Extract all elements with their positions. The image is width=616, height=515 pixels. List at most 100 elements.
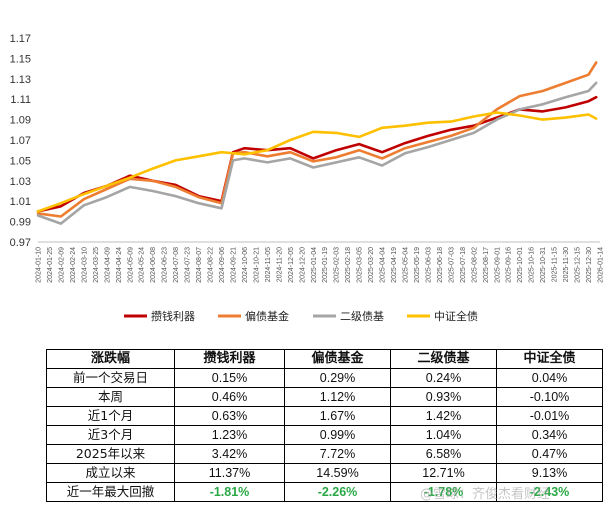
row-label: 近1个月 — [46, 406, 175, 426]
value-cell: 0.99% — [284, 425, 391, 445]
x-tick-label: 2024-05-24 — [139, 247, 146, 283]
value-cell: 0.93% — [390, 387, 497, 407]
x-tick-label: 2025-03-20 — [368, 247, 375, 283]
x-tick-label: 2025-10-01 — [517, 247, 524, 283]
x-tick-label: 2024-12-20 — [299, 247, 306, 283]
value-cell: 0.24% — [390, 368, 497, 388]
x-tick-label: 2024-10-21 — [253, 247, 260, 283]
x-tick-label: 2025-06-03 — [425, 247, 432, 283]
x-tick-label: 2025-08-02 — [471, 247, 478, 283]
value-cell: -1.78% — [390, 482, 497, 502]
value-cell: 14.59% — [284, 463, 391, 483]
performance-table: 涨跌幅 攒钱利器 偏债基金 二级债基 中证全债 前一个交易日 0.15% 0.29%… — [46, 349, 603, 502]
x-tick-label: 2025-07-03 — [448, 247, 455, 283]
x-tick-label: 2025-03-05 — [357, 247, 364, 283]
x-tick-label: 2024-10-06 — [242, 247, 249, 283]
x-tick-label: 2024-06-23 — [162, 247, 169, 283]
value-cell: 1.67% — [284, 406, 391, 426]
value-cell: -2.43% — [496, 482, 603, 502]
x-tick-label: 2024-11-05 — [265, 247, 272, 282]
x-tick-label: 2025-09-01 — [494, 247, 501, 283]
x-tick-label: 2025-11-30 — [563, 247, 570, 282]
legend-label-0: 攒钱利器 — [151, 309, 195, 323]
y-tick-label: 0.99 — [10, 217, 31, 229]
x-tick-label: 2024-07-23 — [185, 247, 192, 283]
value-cell: 1.04% — [390, 425, 497, 445]
header-metric: 涨跌幅 — [46, 349, 175, 369]
x-tick-label: 2024-04-09 — [104, 247, 111, 283]
series-lines — [36, 61, 598, 225]
x-tick-label: 2026-01-14 — [598, 247, 605, 283]
value-cell: 12.71% — [390, 463, 497, 483]
series-line-1 — [36, 61, 598, 218]
value-cell: 1.23% — [174, 425, 285, 445]
header-zanqian: 攒钱利器 — [174, 349, 285, 369]
row-label: 近一年最大回撤 — [46, 482, 175, 502]
x-tick-label: 2025-09-16 — [506, 247, 513, 283]
value-cell: 6.58% — [390, 444, 497, 464]
value-cell: 0.34% — [496, 425, 603, 445]
x-tick-label: 2025-01-19 — [322, 247, 329, 283]
x-tick-label: 2025-07-18 — [460, 247, 467, 283]
y-tick-label: 1.07 — [10, 135, 31, 147]
x-tick-label: 2025-06-18 — [437, 247, 444, 283]
value-cell: 1.12% — [284, 387, 391, 407]
x-axis: 2024-01-10 2024-01-25 2024-02-09 2024-02-24… — [36, 241, 605, 283]
x-tick-label: 2024-02-24 — [70, 247, 77, 283]
series-line-2 — [36, 81, 598, 225]
y-tick-label: 1.01 — [10, 196, 31, 208]
value-cell: 0.29% — [284, 368, 391, 388]
table-row: 本周 0.46% 1.12% 0.93% -0.10% — [46, 387, 603, 407]
series-line-3 — [36, 111, 598, 213]
x-tick-label: 2024-03-10 — [81, 247, 88, 283]
row-label: 2025年以来 — [46, 444, 175, 464]
row-label: 成立以来 — [46, 463, 175, 483]
x-tick-label: 2024-07-08 — [173, 247, 180, 283]
row-label: 近3个月 — [46, 425, 175, 445]
value-cell: 0.63% — [174, 406, 285, 426]
x-tick-label: 2024-11-20 — [276, 247, 283, 282]
x-tick-label: 2025-05-19 — [414, 247, 421, 283]
legend-label-1: 偏债基金 — [245, 309, 289, 323]
x-tick-label: 2025-04-19 — [391, 247, 398, 283]
y-tick-label: 1.15 — [10, 53, 31, 65]
x-tick-label: 2024-12-05 — [288, 247, 295, 283]
y-tick-label: 1.11 — [10, 94, 31, 106]
value-cell: 1.42% — [390, 406, 497, 426]
value-cell: 3.42% — [174, 444, 285, 464]
header-pianzhai: 偏债基金 — [284, 349, 391, 369]
y-tick-label: 1.03 — [10, 176, 31, 188]
x-tick-label: 2025-12-30 — [586, 247, 593, 283]
x-tick-label: 2024-08-07 — [196, 247, 203, 283]
x-tick-label: 2025-02-03 — [334, 247, 341, 283]
watermark: @雪球：齐俊杰看财经 — [420, 487, 551, 502]
x-tick-label: 2025-11-15 — [552, 247, 559, 282]
y-tick-label: 1.09 — [10, 115, 31, 127]
table-header-row: 涨跌幅 攒钱利器 偏债基金 二级债基 中证全债 — [46, 349, 603, 369]
value-cell: -2.26% — [284, 482, 391, 502]
x-tick-label: 2024-08-22 — [208, 247, 215, 283]
value-cell: 0.46% — [174, 387, 285, 407]
y-tick-label: 1.13 — [10, 74, 31, 86]
value-cell: 0.04% — [496, 368, 603, 388]
performance-line-chart: 0.97 0.99 1.01 1.03 1.05 1.07 1.09 1.11 1.13 1.15… — [10, 33, 605, 323]
x-tick-label: 2024-04-24 — [116, 247, 123, 283]
table-row: 前一个交易日 0.15% 0.29% 0.24% 0.04% — [46, 368, 603, 388]
x-tick-label: 2024-02-09 — [58, 247, 65, 283]
table-row: 2025年以来 3.42% 7.72% 6.58% 0.47% — [46, 444, 603, 464]
value-cell: 0.47% — [496, 444, 603, 464]
value-cell: 7.72% — [284, 444, 391, 464]
x-tick-label: 2024-05-09 — [127, 247, 134, 283]
value-cell: 9.13% — [496, 463, 603, 483]
header-erji: 二级债基 — [390, 349, 497, 369]
value-cell: 11.37% — [174, 463, 285, 483]
row-label: 前一个交易日 — [46, 368, 175, 388]
x-tick-label: 2025-02-18 — [345, 247, 352, 283]
x-tick-label: 2025-08-17 — [483, 247, 490, 283]
table-row: 近3个月 1.23% 0.99% 1.04% 0.34% — [46, 425, 603, 445]
x-tick-label: 2025-05-04 — [403, 247, 410, 283]
x-tick-label: 2024-09-21 — [230, 247, 237, 283]
table-row: 近一年最大回撤 -1.81% -2.26% -1.78% -2.43% — [46, 482, 603, 502]
x-tick-label: 2024-06-08 — [150, 247, 157, 283]
legend: 攒钱利器 偏债基金 二级债基 中证全债 — [124, 309, 478, 323]
